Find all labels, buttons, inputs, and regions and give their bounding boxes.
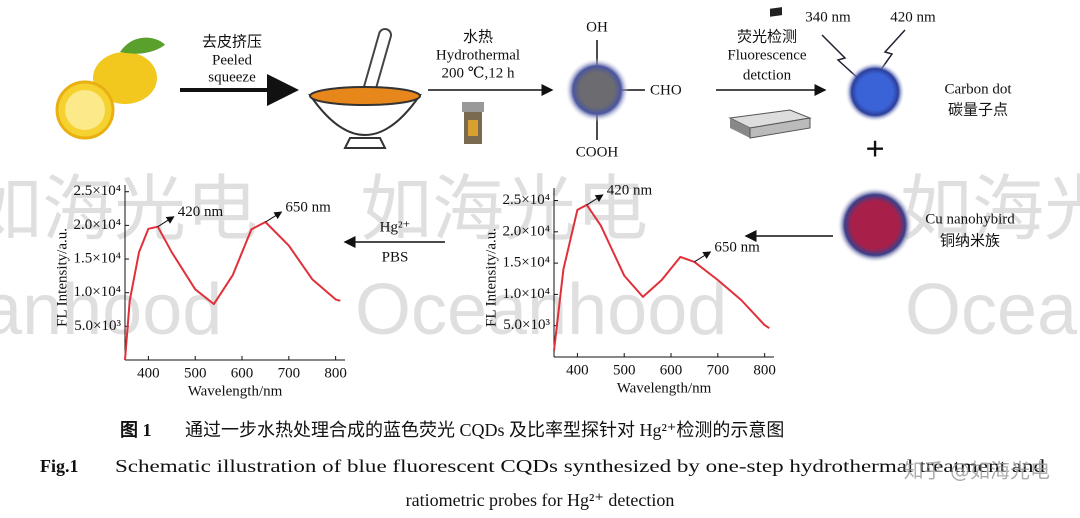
dot-label: Carbon dot: [944, 81, 1012, 97]
curve: [124, 221, 341, 361]
watermark-text: Oceanhood: [905, 270, 1080, 350]
lemon-icon: [55, 37, 165, 140]
dot-label: 铜纳米族: [940, 232, 1000, 249]
y-tick-label: 2.5×10⁴: [503, 192, 550, 208]
x-tick-label: 400: [566, 362, 589, 378]
annotation-arrow: [694, 251, 712, 263]
mortar-icon: [308, 28, 422, 149]
condition-label: PBS: [382, 249, 409, 265]
step-label: Hydrothermal: [436, 47, 520, 63]
watermark-text: Oceanhood: [355, 270, 727, 350]
annotation: 650 nm: [285, 199, 331, 215]
cu-nanohybrid: [837, 187, 913, 263]
x-tick-label: 400: [137, 365, 160, 381]
x-tick-label: 600: [231, 365, 254, 381]
annotation: 650 nm: [714, 239, 760, 255]
y-tick-label: 1.5×10⁴: [503, 255, 550, 271]
watermark-credit: 知乎 @如海光电: [904, 459, 1050, 483]
x-tick-label: 700: [707, 362, 730, 378]
step-label: Peeled: [212, 52, 252, 68]
y-tick-label: 2.0×10⁴: [503, 223, 550, 239]
x-tick-label: 800: [753, 362, 776, 378]
annotation-arrow: [586, 194, 604, 206]
charts: 5.0×10³ 1.0×10⁴ 1.5×10⁴ 2.0×10⁴ 2.5×10⁴ 400 50…: [54, 182, 775, 399]
y-tick-label: 5.0×10³: [503, 317, 550, 333]
step-label: squeeze: [208, 69, 256, 85]
caption-text: 通过一步水热处理合成的蓝色荧光 CQDs 及比率型探针对 Hg²⁺检测的示意图: [185, 420, 784, 440]
annotation: 420 nm: [178, 204, 224, 220]
x-tick-label: 500: [184, 365, 207, 381]
y-tick-label: 1.0×10⁴: [503, 286, 550, 302]
step-label: 去皮挤压: [202, 33, 262, 50]
lightning: [821, 34, 861, 81]
step-label: 200 ℃,12 h: [441, 65, 515, 81]
x-tick-label: 600: [660, 362, 683, 378]
group-label: COOH: [576, 144, 619, 160]
wavelength-label: 340 nm: [805, 9, 851, 25]
annotation-arrow: [265, 211, 283, 223]
y-tick-label: 1.0×10⁴: [74, 284, 121, 300]
x-axis-label: Wavelength/nm: [188, 383, 283, 399]
caption-text: ratiometric probes for Hg²⁺ detection: [406, 490, 675, 510]
condition-label: Hg²⁺: [380, 219, 411, 235]
caption-label: Fig.1: [40, 456, 79, 476]
x-tick-label: 500: [613, 362, 636, 378]
caption-label: 图 1: [120, 420, 152, 440]
curve: [553, 203, 770, 351]
y-axis-label: FL Intensity/a.u.: [54, 228, 70, 327]
x-tick-label: 800: [324, 365, 347, 381]
group-label: CHO: [650, 82, 682, 98]
detector-icon: [728, 7, 812, 139]
step-label: 水热: [463, 28, 493, 45]
step-label: 荧光检测: [737, 28, 797, 45]
watermark-text: 如海光电: [360, 170, 648, 250]
watermark-text: Oceanhood: [0, 270, 222, 350]
caption-text: Schematic illustration of blue fluoresce…: [115, 456, 1045, 476]
autoclave-icon: [462, 102, 484, 144]
dot-label: 碳量子点: [948, 101, 1008, 118]
x-tick-label: 700: [278, 365, 301, 381]
watermark: 如海光电 如海光电 如海光电 Oceanhood Oceanhood Ocean…: [0, 170, 1080, 350]
watermark-text: 如海光电: [900, 170, 1080, 250]
group-label: OH: [586, 19, 608, 35]
carbon-dot: [845, 62, 905, 122]
plus-sign: +: [865, 131, 884, 168]
step-label: Fluorescence: [727, 47, 806, 63]
cqd-dot: [565, 58, 629, 122]
y-tick-label: 2.5×10⁴: [74, 183, 121, 199]
wavelength-label: 420 nm: [890, 9, 936, 25]
x-axis-label: Wavelength/nm: [617, 380, 712, 396]
annotation-arrow: [157, 216, 175, 228]
y-axis-label: FL Intensity/a.u.: [483, 228, 499, 327]
watermark-text: 如海光电: [0, 170, 258, 250]
y-tick-label: 2.0×10⁴: [74, 217, 121, 233]
dot-label: Cu nanohybird: [925, 211, 1015, 227]
y-tick-label: 5.0×10³: [74, 318, 121, 334]
step-label: detction: [743, 67, 792, 83]
annotation: 420 nm: [607, 182, 653, 198]
y-tick-label: 1.5×10⁴: [74, 250, 121, 266]
